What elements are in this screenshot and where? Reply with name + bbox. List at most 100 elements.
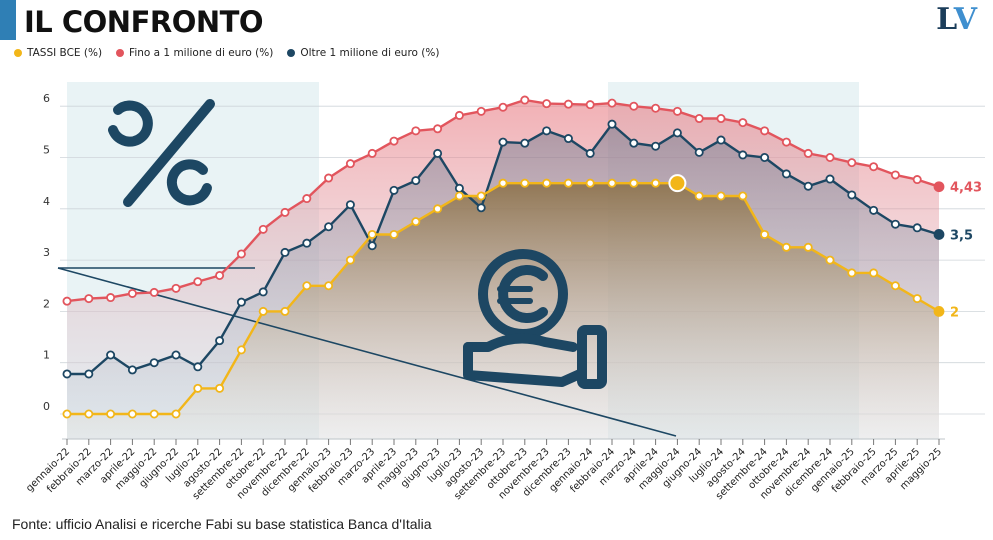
point-bce (933, 305, 945, 317)
point-small (454, 110, 464, 120)
point-small (542, 99, 552, 109)
point-large (651, 141, 661, 151)
point-large (345, 200, 355, 210)
point-small (193, 277, 203, 287)
point-bce (629, 178, 639, 188)
point-bce (498, 178, 508, 188)
point-small (215, 270, 225, 280)
point-small (324, 173, 334, 183)
legend-item-small: Fino a 1 milione di euro (%) (116, 47, 273, 59)
point-large (542, 126, 552, 136)
point-small (127, 288, 137, 298)
y-tick-label: 1 (43, 349, 50, 362)
point-small (411, 126, 421, 136)
point-large (411, 176, 421, 186)
point-large (302, 238, 312, 248)
point-large (585, 148, 595, 158)
point-small (912, 175, 922, 185)
point-bce (716, 191, 726, 201)
point-large (825, 174, 835, 184)
point-large (280, 247, 290, 257)
point-large (694, 147, 704, 157)
point-small (171, 283, 181, 293)
point-small (367, 148, 377, 158)
point-bce (607, 178, 617, 188)
point-large (389, 185, 399, 195)
point-large (149, 358, 159, 368)
point-bce (585, 178, 595, 188)
point-bce (542, 178, 552, 188)
point-bce (236, 345, 246, 355)
point-small (607, 98, 617, 108)
area-bce (67, 183, 939, 440)
point-small (825, 152, 835, 162)
point-bce (694, 191, 704, 201)
point-small (760, 126, 770, 136)
point-small (258, 224, 268, 234)
legend-dot-large (287, 49, 296, 57)
point-bce (149, 409, 159, 419)
point-small (847, 158, 857, 168)
legend-label-bce: TASSI BCE (%) (27, 47, 103, 59)
point-small (106, 293, 116, 303)
point-large (672, 128, 682, 138)
point-bce (84, 409, 94, 419)
point-large (869, 205, 879, 215)
point-small (236, 249, 246, 259)
point-bce (912, 294, 922, 304)
point-bce (781, 242, 791, 252)
point-small (280, 207, 290, 217)
end-label-small: 4,43 (950, 181, 982, 196)
point-bce (280, 306, 290, 316)
point-large (933, 229, 945, 240)
legend-dot-small (116, 49, 125, 57)
y-tick-label: 5 (43, 144, 50, 157)
point-small (84, 294, 94, 304)
point-large (433, 148, 443, 158)
point-bce (62, 409, 72, 419)
point-large (781, 169, 791, 179)
legend-item-bce: TASSI BCE (%) (14, 47, 102, 59)
y-tick-label: 0 (43, 400, 50, 413)
point-large (520, 138, 530, 148)
point-bce (454, 191, 464, 201)
point-bce (215, 383, 225, 393)
point-large (324, 222, 334, 232)
point-small (694, 114, 704, 124)
point-small (345, 159, 355, 169)
chart-legend: TASSI BCE (%) Fino a 1 milione di euro (… (14, 47, 439, 59)
point-large (236, 297, 246, 307)
point-small (389, 136, 399, 146)
point-small (672, 106, 682, 116)
legend-label-small: Fino a 1 milione di euro (%) (129, 47, 274, 59)
point-bce (869, 268, 879, 278)
point-small (433, 124, 443, 134)
point-small (498, 102, 508, 112)
series-lines (62, 95, 945, 419)
point-bce (389, 229, 399, 239)
point-large (629, 138, 639, 148)
point-bce (193, 383, 203, 393)
header-accent-bar (0, 0, 16, 40)
point-bce (171, 409, 181, 419)
y-tick-label: 2 (43, 297, 50, 310)
point-bce (563, 178, 573, 188)
point-small (738, 118, 748, 128)
point-large (912, 223, 922, 233)
point-large (760, 152, 770, 162)
point-large (62, 369, 72, 379)
point-bce (760, 229, 770, 239)
brand-logo: LV (936, 2, 977, 37)
point-bce (668, 174, 687, 193)
point-small (563, 99, 573, 109)
point-bce (433, 204, 443, 214)
point-small (302, 194, 312, 204)
point-bce (803, 242, 813, 252)
decorations (57, 99, 677, 437)
point-bce (106, 409, 116, 419)
point-small (62, 296, 72, 306)
point-small (149, 287, 159, 297)
point-bce (324, 281, 334, 291)
point-small (803, 148, 813, 158)
